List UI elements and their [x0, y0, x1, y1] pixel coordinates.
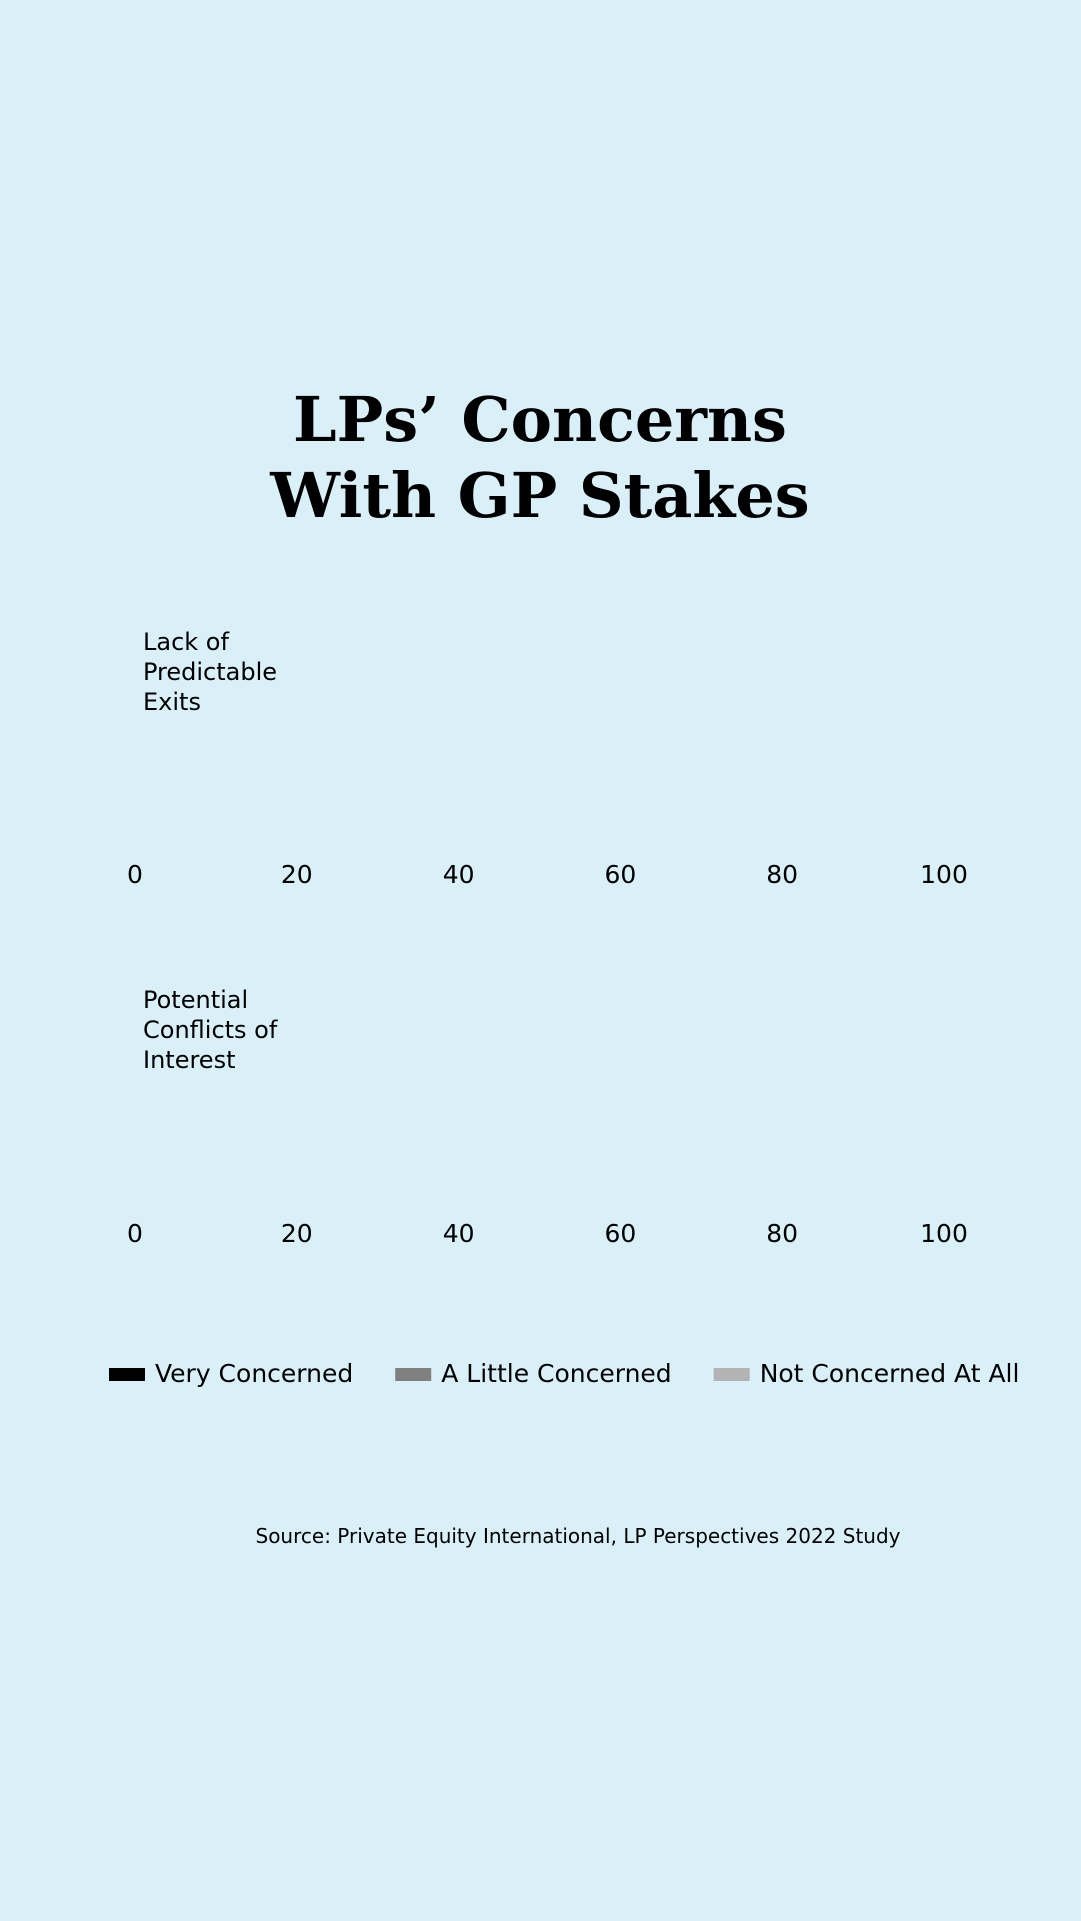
source-note: Source: Private Equity International, LP… — [255, 1524, 901, 1548]
x-tick-label: 80 — [766, 1219, 798, 1248]
panel-title: Potential Conflicts of Interest — [143, 986, 278, 1074]
x-tick-label: 0 — [127, 1219, 143, 1248]
x-tick-label: 40 — [443, 1219, 475, 1248]
x-tick-label: 100 — [920, 860, 968, 889]
x-tick-label: 0 — [127, 860, 143, 889]
legend-label: Not Concerned At All — [760, 1359, 1020, 1388]
x-tick-label: 40 — [443, 860, 475, 889]
legend-swatch — [395, 1368, 432, 1381]
x-tick-label: 60 — [604, 860, 636, 889]
legend-label: A Little Concerned — [441, 1359, 671, 1388]
x-tick-label: 20 — [281, 1219, 313, 1248]
legend-swatch — [109, 1368, 145, 1381]
x-tick-label: 80 — [766, 860, 798, 889]
x-tick-label: 20 — [281, 860, 313, 889]
panel-title: Lack of Predictable Exits — [143, 628, 278, 716]
legend-label: Very Concerned — [155, 1359, 353, 1388]
chart-title: LPs’ Concerns With GP Stakes — [270, 383, 810, 532]
x-tick-label: 100 — [920, 1219, 968, 1248]
x-tick-label: 60 — [604, 1219, 636, 1248]
legend-swatch — [713, 1368, 750, 1381]
